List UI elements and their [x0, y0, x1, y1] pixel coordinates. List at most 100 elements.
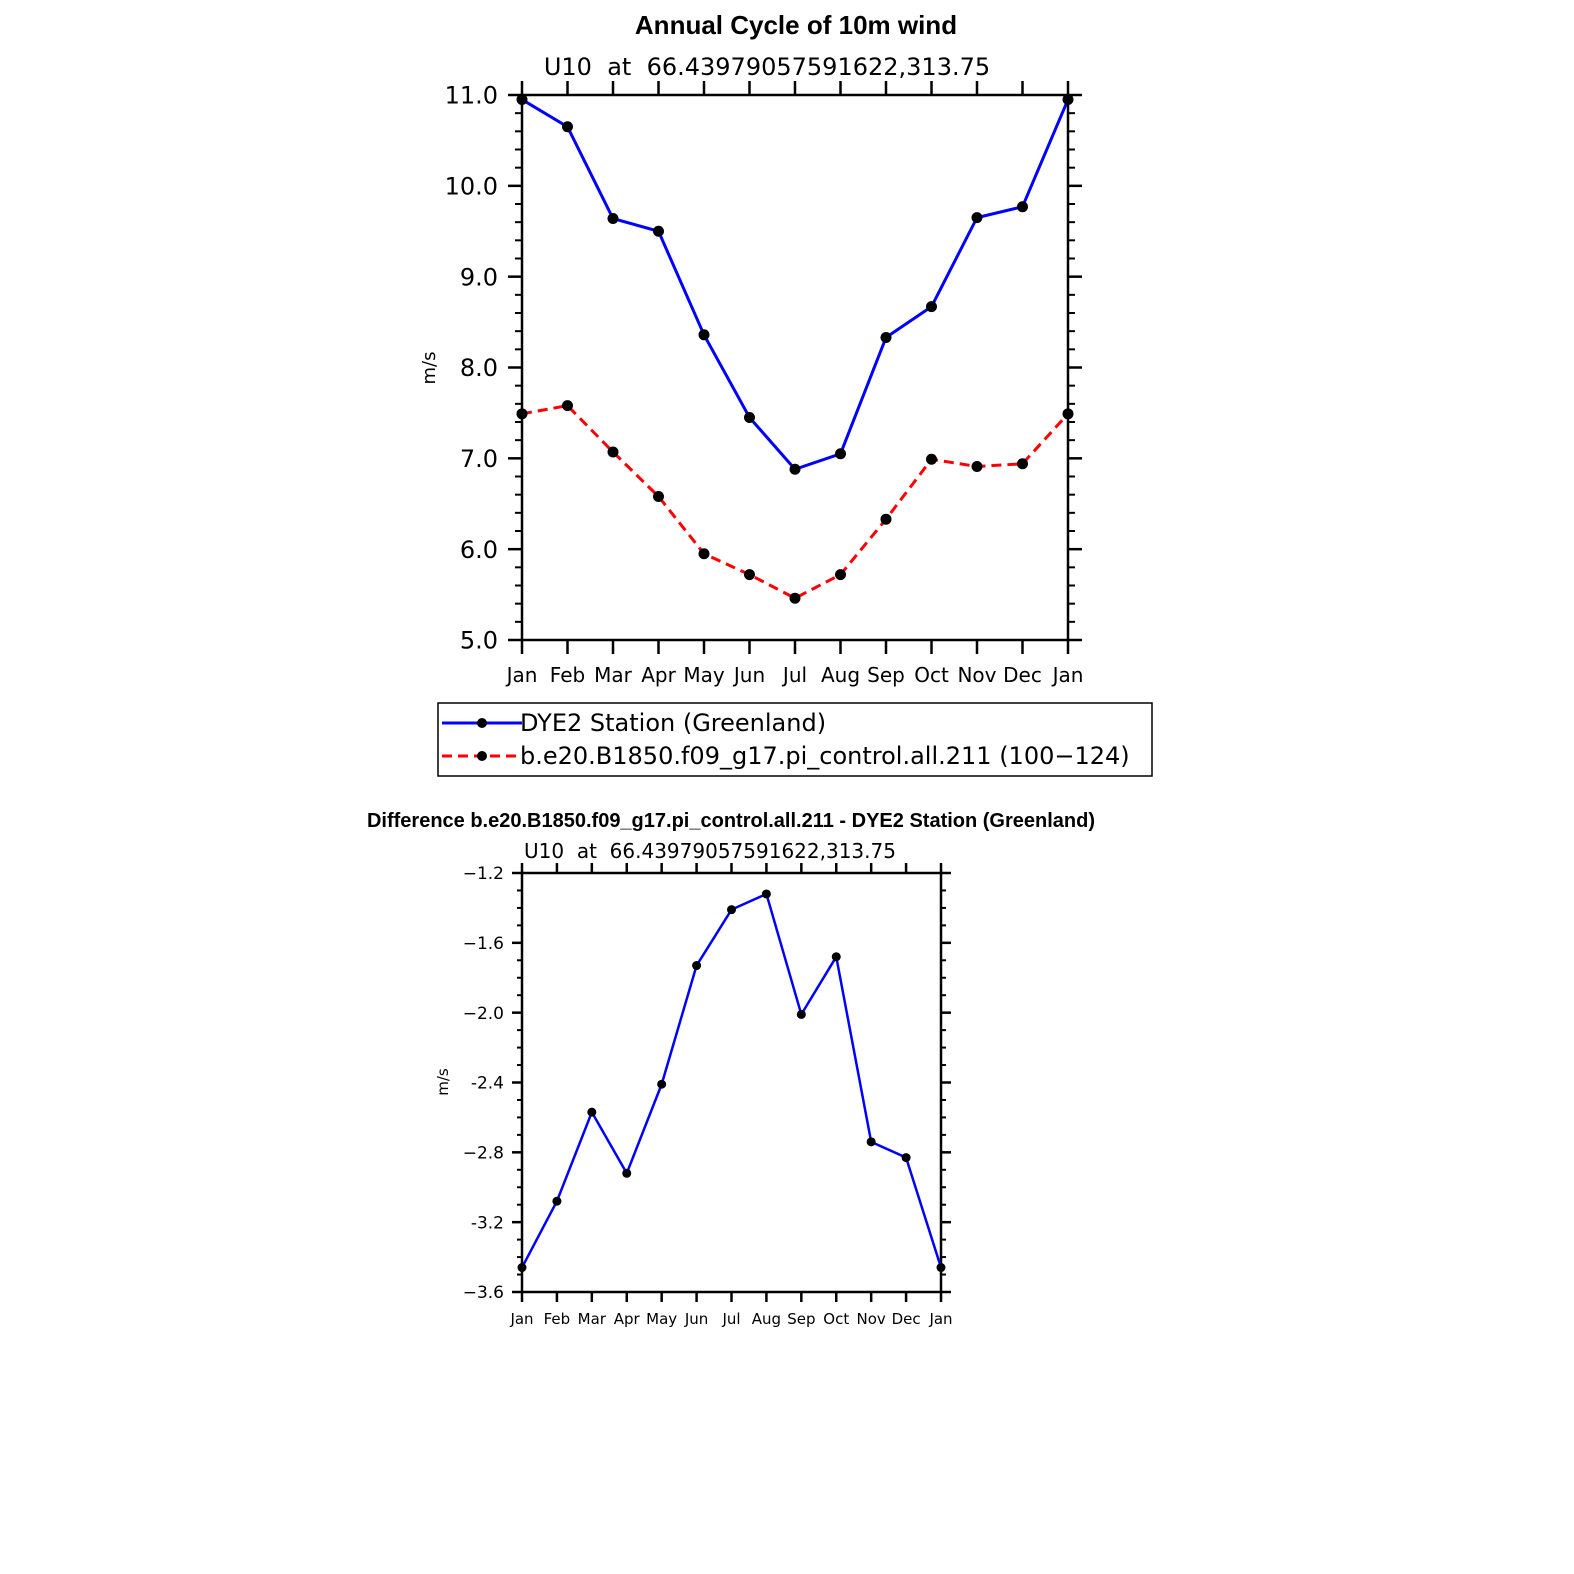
x-tick-label: Apr [614, 1310, 641, 1328]
x-tick-label: Mar [594, 663, 633, 687]
y-tick-label: -2.4 [471, 1074, 504, 1094]
x-tick-label: Dec [1003, 663, 1042, 687]
x-tick-label: Nov [957, 663, 996, 687]
data-point [971, 461, 983, 473]
x-tick-label: Jun [732, 663, 765, 687]
x-tick-label: Aug [752, 1310, 781, 1328]
data-point [727, 905, 736, 915]
data-point [789, 463, 801, 475]
data-point [562, 400, 573, 412]
data-point [517, 1263, 527, 1273]
y-tick-label: −1.6 [463, 934, 504, 954]
x-tick-label: Apr [641, 663, 676, 687]
y-tick-labels: 5.0 6.0 7.0 8.0 9.0 10.0 11.0 [445, 82, 498, 655]
x-tick-label: Mar [578, 1310, 607, 1328]
chart-title: Annual Cycle of 10m wind [635, 10, 957, 40]
data-point [789, 592, 801, 604]
data-point [552, 1196, 562, 1206]
data-point [1062, 408, 1074, 420]
legend-label-model: b.e20.B1850.f09_g17.pi_control.all.211 (… [520, 742, 1130, 770]
chart-subtitle: U10 at 66.43979057591622,313.75 [524, 839, 896, 863]
y-tick-label: −2.0 [463, 1004, 504, 1024]
x-tick-label: Feb [544, 1310, 571, 1328]
x-tick-label: Jan [505, 663, 538, 687]
data-point [926, 453, 937, 465]
x-tick-label: Sep [787, 1310, 815, 1328]
data-point [835, 448, 846, 460]
x-tick-label: May [646, 1310, 677, 1328]
difference-chart: Difference b.e20.B1850.f09_g17.pi_contro… [367, 810, 1095, 1328]
data-point [744, 411, 755, 423]
data-point [1017, 458, 1028, 470]
y-tick-label: 9.0 [460, 263, 498, 291]
data-point [657, 1079, 667, 1089]
data-point [698, 548, 710, 560]
data-point [607, 213, 619, 225]
legend-marker-model [477, 751, 487, 761]
data-point [516, 94, 528, 106]
data-point [587, 1107, 597, 1117]
legend-box [437, 702, 1153, 777]
x-tick-label: Dec [892, 1310, 921, 1328]
data-point [607, 446, 619, 458]
annual-cycle-chart: Annual Cycle of 10m wind U10 at 66.43979… [419, 10, 1153, 777]
x-tick-label: Oct [914, 663, 949, 687]
data-point [971, 212, 983, 224]
y-tick-label: 11.0 [445, 82, 498, 110]
x-tick-label: Jul [721, 1310, 740, 1328]
data-point [653, 225, 664, 237]
x-tick-label: Jul [781, 663, 807, 687]
plot-border [520, 871, 943, 1294]
x-tick-label: Jan [928, 1310, 952, 1328]
y-tick-label: 6.0 [460, 536, 498, 564]
data-point [1062, 94, 1074, 106]
data-point [880, 513, 892, 525]
y-tick-label: 5.0 [460, 627, 498, 655]
plot-border [520, 93, 1070, 642]
x-tick-label: Aug [821, 663, 860, 687]
legend-marker-observations [477, 718, 487, 728]
legend-label-observations: DYE2 Station (Greenland) [520, 709, 826, 737]
y-tick-label: −3.6 [463, 1283, 504, 1303]
data-point [744, 569, 755, 581]
x-tick-labels: Jan Feb Mar Apr May Jun Jul Aug Sep Oct Nov Dec Jan [509, 1310, 952, 1328]
y-tick-label: -3.2 [471, 1213, 504, 1233]
plot-frame [512, 863, 951, 1302]
data-point [936, 1263, 946, 1273]
data-point [926, 301, 937, 313]
chart-title: Difference b.e20.B1850.f09_g17.pi_contro… [367, 810, 1095, 832]
data-point [698, 329, 710, 341]
y-tick-labels: −3.6 -3.2 −2.8 -2.4 −2.0 −1.6 −1.2 [463, 864, 504, 1303]
x-tick-label: Feb [550, 663, 585, 687]
data-point [562, 121, 573, 133]
data-point [692, 961, 702, 971]
data-point [835, 569, 846, 581]
y-tick-label: 10.0 [445, 172, 498, 200]
x-tick-labels: Jan Feb Mar Apr May Jun Jul Aug Sep Oct Nov Dec Jan [505, 663, 1084, 687]
data-point [796, 1009, 806, 1019]
x-tick-label: Sep [867, 663, 905, 687]
legend: DYE2 Station (Greenland) b.e20.B1850.f09… [437, 702, 1153, 777]
series-line-0 [520, 892, 943, 1269]
x-tick-label: Jun [684, 1310, 708, 1328]
data-point [831, 952, 841, 962]
x-tick-label: May [683, 663, 725, 687]
y-axis-label: m/s [419, 352, 440, 385]
x-tick-label: Nov [857, 1310, 886, 1328]
y-axis-label: m/s [434, 1068, 452, 1096]
data-point [901, 1153, 911, 1163]
series-line-0 [521, 98, 1070, 471]
y-tick-label: 8.0 [460, 354, 498, 382]
chart-subtitle: U10 at 66.43979057591622,313.75 [544, 53, 990, 81]
x-tick-label: Jan [509, 1310, 533, 1328]
y-tick-label: 7.0 [460, 445, 498, 473]
x-tick-label: Jan [1051, 663, 1084, 687]
plot-frame [508, 81, 1082, 654]
x-tick-label: Oct [823, 1310, 849, 1328]
data-point [653, 490, 664, 502]
series-group [517, 889, 946, 1273]
data-point [1017, 201, 1028, 213]
series-group [516, 94, 1074, 604]
data-point [761, 889, 771, 899]
